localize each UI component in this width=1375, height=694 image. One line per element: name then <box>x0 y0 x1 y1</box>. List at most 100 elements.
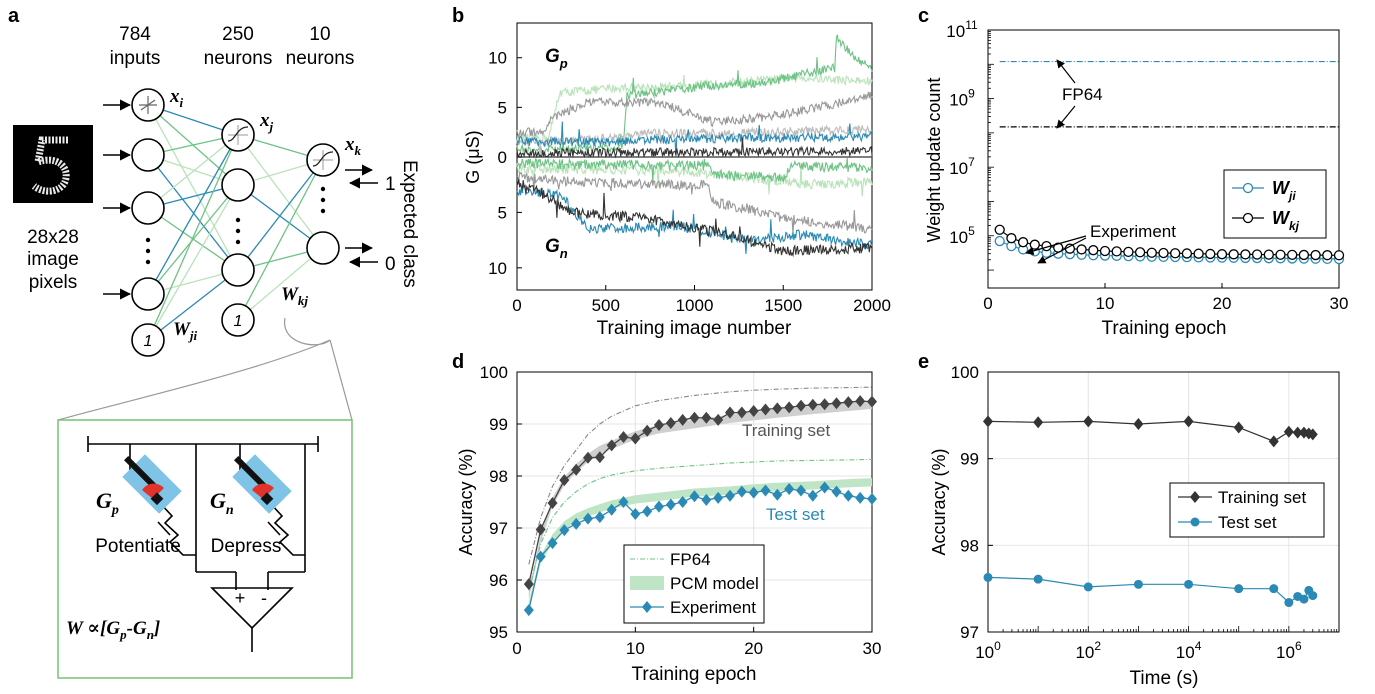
experiment-diamond-marker <box>701 493 712 506</box>
bias-node-input <box>131 323 165 357</box>
connection-input-hidden <box>147 134 239 341</box>
layer-count-hidden: 250 <box>222 24 254 45</box>
circuit-box <box>57 419 353 679</box>
data-point-wkj <box>1029 239 1040 250</box>
opamp-minus: - <box>261 588 267 608</box>
connection-hidden-output <box>237 134 324 249</box>
zoom-line-left <box>57 339 331 421</box>
experiment-diamond-marker <box>571 463 582 476</box>
conductance-trace-gn <box>516 162 873 197</box>
experiment-diamond-marker <box>736 406 747 419</box>
legend-entry-main: W <box>1272 178 1291 198</box>
panel-label-a: a <box>8 5 20 27</box>
data-point-wkj <box>1216 249 1228 260</box>
experiment-arrow <box>1037 237 1087 264</box>
data-point-wkj <box>1322 250 1333 261</box>
x-axis-label: Training epoch <box>632 664 757 685</box>
y-tick-label: 107 <box>949 155 975 178</box>
panel-label-c: c <box>918 5 929 27</box>
test-circle-marker <box>1184 579 1194 589</box>
conductance-trace-gp <box>516 137 873 159</box>
circuit-gn-label: Gn <box>210 488 234 518</box>
y-tick-label: 10 <box>488 49 507 68</box>
data-point-wkj <box>1123 246 1134 257</box>
input-arrows <box>103 99 132 300</box>
x-tick-label-base: 10 <box>1176 643 1195 662</box>
layer-count-input: 784 <box>119 24 151 45</box>
series-label-gn: Gn <box>545 236 568 261</box>
training-diamond-marker <box>1307 428 1318 441</box>
connection-hidden-output <box>237 247 324 321</box>
legend-experiment-marker <box>642 601 652 613</box>
series-label-gn-main: G <box>545 236 560 257</box>
experiment-diamond-marker <box>796 399 806 412</box>
legend-training-label: Training set <box>1218 488 1306 507</box>
training-diamond-marker <box>1233 421 1244 434</box>
experiment-diamond-marker <box>784 401 795 414</box>
legend-entry-sub: ji <box>1287 189 1296 203</box>
sigmoid-icon <box>312 151 334 167</box>
series-label-gn-sub: n <box>560 246 568 261</box>
panel-label-b: b <box>452 5 464 27</box>
y-tick-label: 97 <box>489 519 508 538</box>
x-tick-label: 1500 <box>764 296 802 315</box>
training-diamond-marker <box>1183 415 1194 428</box>
experiment-diamond-marker <box>843 396 854 409</box>
y-tick-label: 97 <box>960 623 979 642</box>
test-set-annotation: Test set <box>766 505 825 524</box>
data-point-wkj <box>1111 246 1122 257</box>
experiment-diamond-marker <box>760 403 771 416</box>
connection-input-hidden <box>147 184 239 295</box>
experiment-diamond-marker <box>665 498 676 511</box>
network-nodes: 11 <box>131 88 340 357</box>
y-tick-label: 99 <box>960 450 979 469</box>
data-point-wkj <box>1310 249 1321 261</box>
y-tick-label-exp: 7 <box>968 155 975 169</box>
panel-b-conductance-chart: b 0 500 1000 1500 2000 0 5 10 5 10 Training image … <box>452 5 891 339</box>
bias-label: 1 <box>144 333 153 350</box>
connection-input-hidden <box>147 269 239 341</box>
conductance-trace-gn <box>516 157 873 183</box>
data-point-wkj <box>1287 249 1298 260</box>
x-axis-label: Training image number <box>597 318 792 339</box>
output-arrows <box>345 164 378 268</box>
test-circle-marker <box>1133 579 1143 589</box>
experiment-diamond-marker <box>642 424 653 437</box>
data-point-wkj <box>1333 250 1345 261</box>
series-label-gp-sub: p <box>559 56 568 71</box>
plot-frame-c <box>987 29 1340 289</box>
experiment-diamond-marker <box>867 492 877 505</box>
training-diamond-marker <box>1083 415 1094 428</box>
training-diamond-marker <box>983 415 993 428</box>
test-circle-marker <box>983 572 993 582</box>
hidden-node <box>221 253 255 287</box>
experiment-diamond-marker <box>654 500 664 513</box>
training-diamond-marker <box>1283 425 1294 438</box>
data-point-wkj <box>1146 247 1157 258</box>
experiment-diamond-marker <box>618 431 629 443</box>
x-tick-label: 500 <box>592 296 620 315</box>
training-diamond-marker <box>1133 418 1144 430</box>
image-caption-line2: image <box>27 249 79 270</box>
x-tick-label: 2000 <box>853 296 891 315</box>
layer-unit-input: inputs <box>110 48 161 69</box>
experiment-diamond-marker <box>535 523 546 536</box>
experiment-diamond-marker <box>665 416 676 429</box>
pcm-device-gn <box>232 454 292 514</box>
experiment-diamond-marker <box>547 537 558 550</box>
y-tick-label-exp: 11 <box>965 18 978 32</box>
output-node <box>306 231 340 265</box>
y-tick-label: 100 <box>480 363 508 382</box>
test-circle-marker <box>1308 591 1318 601</box>
experiment-diamond-marker <box>713 491 724 504</box>
layer-unit-hidden: neurons <box>204 48 273 69</box>
test-circle-marker <box>1083 582 1093 592</box>
x-tick-label: 1000 <box>676 296 714 315</box>
bias-node-hidden <box>221 303 255 337</box>
panel-label-e: e <box>918 351 929 373</box>
data-point-wkj <box>1017 237 1029 248</box>
y-tick-label: 0 <box>498 148 507 167</box>
experiment-diamond-marker <box>571 517 582 530</box>
